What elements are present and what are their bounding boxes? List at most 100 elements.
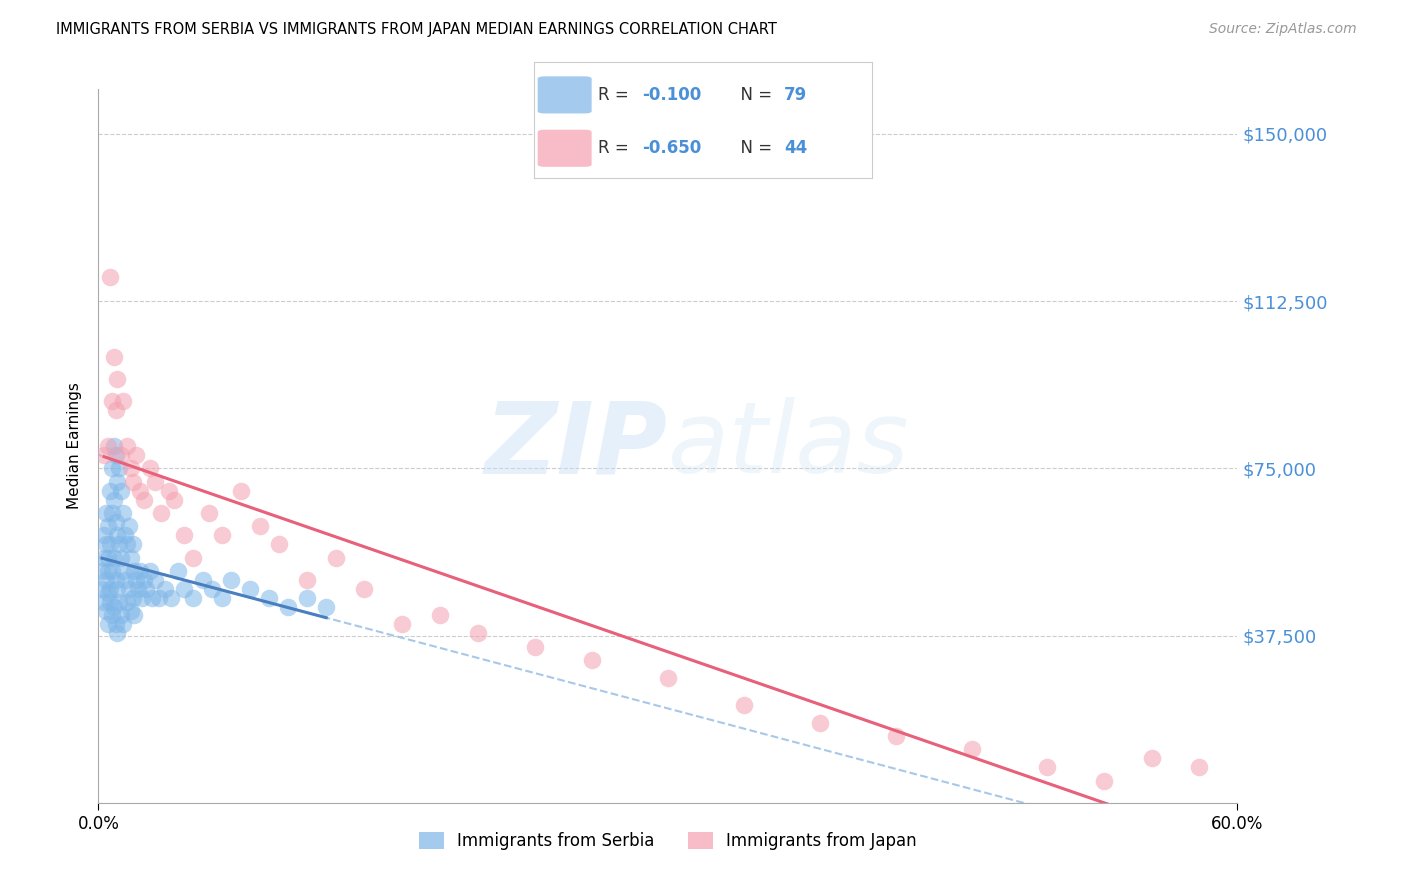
- FancyBboxPatch shape: [537, 77, 592, 113]
- Point: [197, 506, 219, 520]
- Text: R =: R =: [599, 86, 634, 103]
- Point: [581, 653, 603, 667]
- Point: [127, 582, 149, 596]
- Point: [150, 506, 173, 520]
- Point: [91, 564, 114, 578]
- Point: [138, 461, 160, 475]
- Point: [173, 528, 195, 542]
- Point: [124, 564, 146, 578]
- Point: [112, 617, 135, 632]
- Point: [138, 564, 160, 578]
- Point: [100, 394, 122, 409]
- Point: [259, 591, 281, 605]
- Point: [297, 591, 319, 605]
- Point: [94, 573, 117, 587]
- Point: [120, 550, 142, 565]
- Point: [103, 492, 125, 507]
- Point: [121, 591, 143, 605]
- Point: [173, 582, 195, 596]
- Point: [125, 573, 148, 587]
- Point: [98, 269, 121, 284]
- Point: [157, 483, 180, 498]
- Point: [808, 715, 831, 730]
- Point: [229, 483, 252, 498]
- Point: [191, 573, 214, 587]
- Point: [153, 582, 176, 596]
- Text: IMMIGRANTS FROM SERBIA VS IMMIGRANTS FROM JAPAN MEDIAN EARNINGS CORRELATION CHAR: IMMIGRANTS FROM SERBIA VS IMMIGRANTS FRO…: [56, 22, 778, 37]
- Point: [104, 617, 127, 632]
- Point: [733, 698, 755, 712]
- Point: [121, 537, 143, 551]
- Point: [277, 599, 299, 614]
- Point: [114, 573, 136, 587]
- Point: [524, 640, 547, 654]
- Point: [183, 591, 205, 605]
- Point: [201, 582, 224, 596]
- Point: [100, 608, 122, 623]
- Point: [120, 604, 142, 618]
- Point: [429, 608, 451, 623]
- Point: [167, 564, 190, 578]
- Point: [657, 671, 679, 685]
- Point: [110, 483, 132, 498]
- Point: [132, 573, 155, 587]
- Point: [391, 617, 413, 632]
- Point: [94, 506, 117, 520]
- Point: [104, 573, 127, 587]
- Point: [97, 550, 120, 565]
- Point: [104, 403, 127, 417]
- Point: [108, 461, 131, 475]
- Point: [93, 550, 115, 565]
- Text: -0.100: -0.100: [643, 86, 702, 103]
- Text: N =: N =: [730, 86, 778, 103]
- Text: R =: R =: [599, 139, 634, 157]
- Point: [112, 506, 135, 520]
- Point: [98, 582, 121, 596]
- Point: [93, 595, 115, 609]
- Point: [124, 608, 146, 623]
- Text: atlas: atlas: [668, 398, 910, 494]
- Point: [159, 591, 181, 605]
- Point: [97, 564, 120, 578]
- Point: [93, 448, 115, 462]
- Point: [132, 492, 155, 507]
- Point: [163, 492, 186, 507]
- Point: [107, 528, 129, 542]
- Point: [103, 350, 125, 364]
- Legend: Immigrants from Serbia, Immigrants from Japan: Immigrants from Serbia, Immigrants from …: [411, 824, 925, 859]
- Point: [112, 564, 135, 578]
- Point: [183, 550, 205, 565]
- Point: [315, 599, 337, 614]
- Point: [467, 626, 489, 640]
- Point: [103, 439, 125, 453]
- Point: [98, 595, 121, 609]
- Point: [145, 475, 167, 489]
- Point: [110, 608, 132, 623]
- Point: [121, 475, 143, 489]
- Point: [98, 483, 121, 498]
- Point: [103, 599, 125, 614]
- Text: ZIP: ZIP: [485, 398, 668, 494]
- Point: [91, 582, 114, 596]
- Point: [108, 537, 131, 551]
- Point: [353, 582, 375, 596]
- Point: [120, 461, 142, 475]
- Point: [131, 591, 153, 605]
- Text: 79: 79: [785, 86, 807, 103]
- Point: [110, 448, 132, 462]
- Point: [94, 604, 117, 618]
- Point: [267, 537, 290, 551]
- Text: Source: ZipAtlas.com: Source: ZipAtlas.com: [1209, 22, 1357, 37]
- Point: [1036, 760, 1059, 774]
- Point: [115, 595, 138, 609]
- Point: [249, 519, 271, 533]
- Point: [1188, 760, 1211, 774]
- Point: [325, 550, 347, 565]
- Point: [97, 439, 120, 453]
- Point: [107, 582, 129, 596]
- Point: [100, 564, 122, 578]
- Point: [103, 550, 125, 565]
- Point: [100, 461, 122, 475]
- Point: [97, 519, 120, 533]
- Point: [112, 394, 135, 409]
